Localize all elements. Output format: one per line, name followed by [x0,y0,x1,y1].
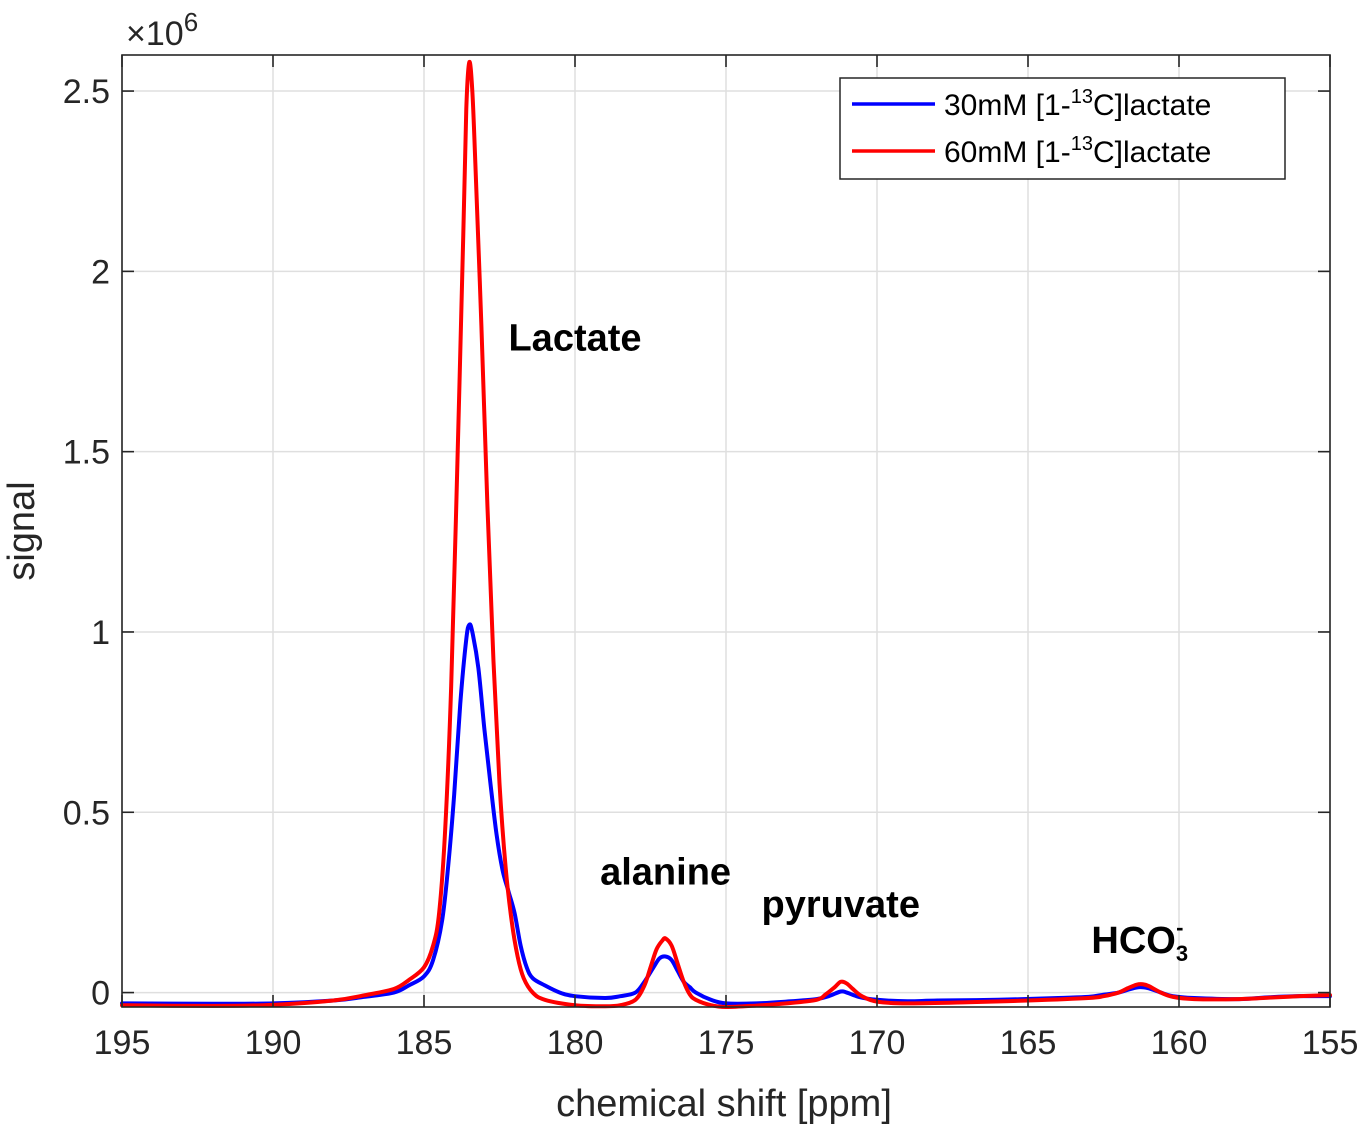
x-tick-label: 160 [1151,1024,1208,1062]
x-tick-label: 155 [1302,1024,1359,1062]
y-tick-label: 1.5 [63,434,110,472]
y-tick-label: 0.5 [63,794,110,832]
y-tick-labels: 0 0.5 1 1.5 2 2.5 [63,73,110,1013]
y-tick-label: 0 [91,975,110,1013]
legend-box [839,77,1286,180]
legend-label-30mM: 30mM [1-13C]lactate [944,86,1211,122]
x-tick-label: 180 [547,1024,604,1062]
y-scale-label: ×106 [126,7,198,53]
y-tick-label: 1 [91,614,110,652]
legend: 30mM [1-13C]lactate 60mM [1-13C]lactate [839,77,1286,180]
x-axis-title: chemical shift [ppm] [556,1083,892,1125]
x-tick-label: 165 [1000,1024,1057,1062]
annotation-hco: HCO3- [1091,915,1188,966]
x-tick-label: 170 [849,1024,906,1062]
annotation-pyruvate: pyruvate [762,884,920,926]
y-tick-label: 2 [91,253,110,291]
annotations: Lactate alanine pyruvate HCO3- [508,318,1188,966]
y-tick-label: 2.5 [63,73,110,111]
y-axis-title: signal [1,481,43,580]
x-tick-label: 175 [698,1024,755,1062]
x-tick-label: 185 [396,1024,453,1062]
legend-label-60mM: 60mM [1-13C]lactate [944,133,1211,169]
x-tick-labels: 195 190 185 180 175 170 165 160 155 [94,1024,1359,1062]
series-line-60mM [120,59,1332,1010]
x-tick-label: 195 [94,1024,151,1062]
x-tick-label: 190 [245,1024,302,1062]
annotation-lactate: Lactate [508,318,641,360]
series-group [120,59,1332,1010]
ticks [121,55,1331,1007]
annotation-alanine: alanine [600,851,731,893]
